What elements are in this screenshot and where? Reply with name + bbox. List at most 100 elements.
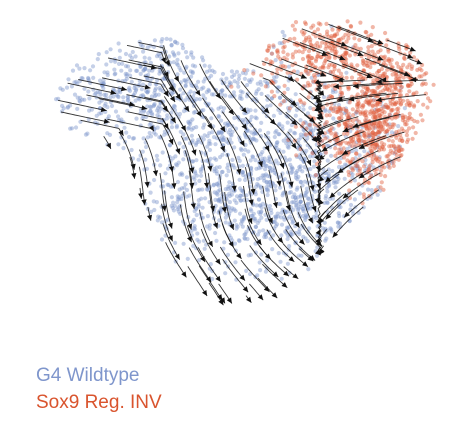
scatter-point-g4-wildtype bbox=[184, 80, 188, 84]
scatter-point-g4-wildtype bbox=[250, 214, 254, 218]
scatter-point-g4-wildtype bbox=[110, 104, 114, 108]
scatter-point-g4-wildtype bbox=[141, 50, 145, 54]
scatter-point-g4-wildtype bbox=[362, 149, 366, 153]
scatter-point-sox9-reg-inv bbox=[357, 38, 361, 42]
scatter-point-g4-wildtype bbox=[214, 239, 218, 243]
scatter-point-g4-wildtype bbox=[286, 237, 290, 241]
velocity-streamline bbox=[68, 83, 117, 93]
scatter-point-g4-wildtype bbox=[203, 247, 207, 251]
scatter-point-sox9-reg-inv bbox=[356, 92, 360, 96]
scatter-point-g4-wildtype bbox=[160, 237, 164, 241]
scatter-point-sox9-reg-inv bbox=[229, 85, 233, 89]
scatter-point-sox9-reg-inv bbox=[304, 36, 308, 40]
scatter-point-g4-wildtype bbox=[105, 105, 109, 109]
scatter-point-sox9-reg-inv bbox=[330, 126, 334, 130]
scatter-point-g4-wildtype bbox=[173, 241, 177, 245]
scatter-point-sox9-reg-inv bbox=[338, 160, 342, 164]
scatter-point-sox9-reg-inv bbox=[366, 100, 370, 104]
scatter-point-g4-wildtype bbox=[143, 56, 147, 60]
scatter-point-g4-wildtype bbox=[218, 197, 222, 201]
scatter-point-sox9-reg-inv bbox=[390, 125, 394, 129]
scatter-point-g4-wildtype bbox=[322, 95, 326, 99]
scatter-point-sox9-reg-inv bbox=[242, 68, 246, 72]
scatter-point-sox9-reg-inv bbox=[420, 118, 424, 122]
scatter-point-sox9-reg-inv bbox=[306, 55, 310, 59]
scatter-point-g4-wildtype bbox=[121, 95, 125, 99]
streamline-arrowhead bbox=[168, 223, 173, 229]
scatter-point-g4-wildtype bbox=[127, 135, 131, 139]
scatter-point-g4-wildtype bbox=[201, 93, 205, 97]
scatter-point-sox9-reg-inv bbox=[357, 120, 361, 124]
scatter-point-g4-wildtype bbox=[189, 53, 193, 57]
scatter-point-sox9-reg-inv bbox=[401, 63, 405, 67]
scatter-point-g4-wildtype bbox=[184, 65, 188, 69]
scatter-point-sox9-reg-inv bbox=[329, 107, 333, 111]
scatter-point-sox9-reg-inv bbox=[350, 144, 354, 148]
scatter-point-sox9-reg-inv bbox=[400, 85, 404, 89]
scatter-point-sox9-reg-inv bbox=[364, 86, 368, 90]
scatter-point-sox9-reg-inv bbox=[385, 129, 389, 133]
streamline-arrowhead bbox=[170, 96, 175, 102]
scatter-point-sox9-reg-inv bbox=[380, 180, 384, 184]
scatter-point-sox9-reg-inv bbox=[385, 87, 389, 91]
velocity-streamline bbox=[189, 248, 211, 283]
scatter-point-sox9-reg-inv bbox=[352, 36, 356, 40]
scatter-point-g4-wildtype bbox=[105, 131, 109, 135]
scatter-point-sox9-reg-inv bbox=[378, 121, 382, 125]
scatter-point-g4-wildtype bbox=[396, 124, 400, 128]
scatter-point-g4-wildtype bbox=[128, 68, 132, 72]
scatter-point-g4-wildtype bbox=[118, 56, 122, 60]
scatter-point-g4-wildtype bbox=[86, 89, 90, 93]
scatter-point-g4-wildtype bbox=[233, 242, 237, 246]
scatter-point-g4-wildtype bbox=[117, 62, 121, 66]
scatter-point-g4-wildtype bbox=[128, 53, 132, 57]
scatter-point-g4-wildtype bbox=[134, 54, 138, 58]
scatter-point-g4-wildtype bbox=[199, 174, 203, 178]
scatter-point-sox9-reg-inv bbox=[390, 102, 394, 106]
scatter-point-g4-wildtype bbox=[70, 126, 74, 130]
scatter-point-g4-wildtype bbox=[254, 92, 258, 96]
scatter-point-g4-wildtype bbox=[230, 158, 234, 162]
scatter-point-g4-wildtype bbox=[324, 194, 328, 198]
scatter-point-g4-wildtype bbox=[205, 145, 209, 149]
scatter-point-g4-wildtype bbox=[71, 69, 75, 73]
scatter-point-g4-wildtype bbox=[149, 191, 153, 195]
scatter-point-g4-wildtype bbox=[197, 198, 201, 202]
scatter-point-sox9-reg-inv bbox=[342, 155, 346, 159]
scatter-point-g4-wildtype bbox=[296, 70, 300, 74]
scatter-point-g4-wildtype bbox=[134, 69, 138, 73]
scatter-point-g4-wildtype bbox=[258, 80, 262, 84]
scatter-point-sox9-reg-inv bbox=[353, 43, 357, 47]
scatter-point-sox9-reg-inv bbox=[341, 36, 345, 40]
scatter-point-g4-wildtype bbox=[206, 214, 210, 218]
scatter-point-g4-wildtype bbox=[192, 218, 196, 222]
scatter-point-sox9-reg-inv bbox=[278, 103, 282, 107]
scatter-point-sox9-reg-inv bbox=[378, 145, 382, 149]
scatter-point-g4-wildtype bbox=[299, 180, 303, 184]
scatter-point-sox9-reg-inv bbox=[397, 149, 401, 153]
scatter-point-g4-wildtype bbox=[97, 112, 101, 116]
scatter-point-sox9-reg-inv bbox=[398, 74, 402, 78]
scatter-point-g4-wildtype bbox=[264, 164, 268, 168]
scatter-point-sox9-reg-inv bbox=[283, 84, 287, 88]
scatter-point-g4-wildtype bbox=[238, 94, 242, 98]
scatter-point-g4-wildtype bbox=[281, 150, 285, 154]
scatter-point-sox9-reg-inv bbox=[398, 138, 402, 142]
scatter-point-sox9-reg-inv bbox=[383, 31, 387, 35]
scatter-point-g4-wildtype bbox=[66, 77, 70, 81]
streamline-arrowhead bbox=[191, 149, 196, 155]
scatter-point-g4-wildtype bbox=[326, 159, 330, 163]
scatter-point-g4-wildtype bbox=[258, 268, 262, 272]
scatter-point-g4-wildtype bbox=[281, 30, 285, 34]
scatter-point-g4-wildtype bbox=[140, 87, 144, 91]
scatter-point-sox9-reg-inv bbox=[400, 127, 404, 131]
scatter-point-sox9-reg-inv bbox=[264, 84, 268, 88]
scatter-point-g4-wildtype bbox=[305, 187, 309, 191]
streamline-arrowhead bbox=[227, 297, 232, 303]
scatter-point-g4-wildtype bbox=[149, 105, 153, 109]
scatter-point-g4-wildtype bbox=[297, 207, 301, 211]
scatter-point-g4-wildtype bbox=[156, 52, 160, 56]
scatter-point-sox9-reg-inv bbox=[333, 34, 337, 38]
scatter-point-sox9-reg-inv bbox=[301, 57, 305, 61]
scatter-point-g4-wildtype bbox=[228, 94, 232, 98]
